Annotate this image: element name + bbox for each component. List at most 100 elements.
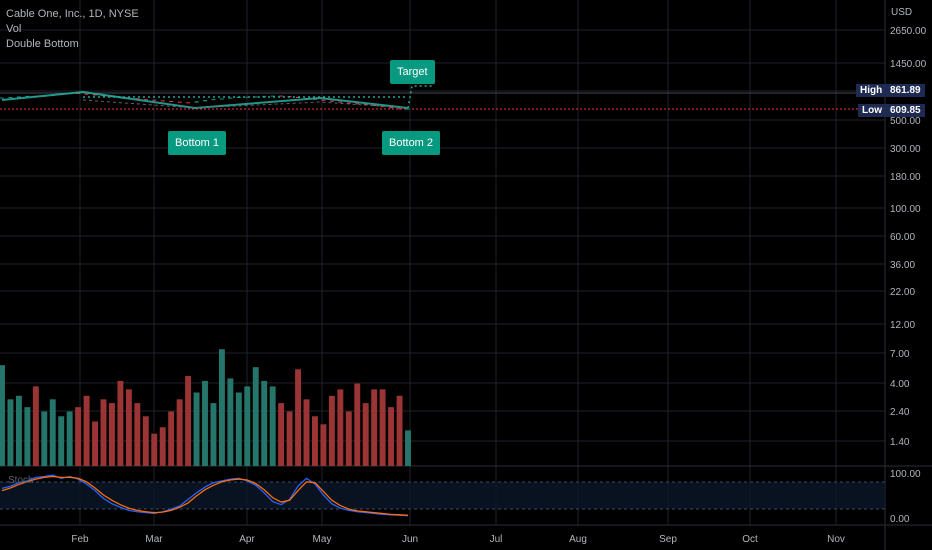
time-axis-label: Sep <box>659 534 677 545</box>
stoch-label[interactable]: Stoch <box>8 475 34 486</box>
high-tag: High <box>856 84 887 97</box>
vol-legend[interactable]: Vol <box>6 23 22 35</box>
stoch-axis-label: 100.00 <box>890 469 921 480</box>
volume-bar <box>379 389 386 466</box>
price-candle <box>76 92 81 94</box>
price-axis-label: 2.40 <box>890 407 910 418</box>
pattern-legend[interactable]: Double Bottom <box>6 38 79 50</box>
price-candle <box>84 93 89 95</box>
price-candle <box>372 104 377 107</box>
volume-bar <box>108 403 115 466</box>
volume-bar <box>185 375 192 466</box>
volume-bar <box>311 416 318 466</box>
price-candle <box>143 99 148 101</box>
bottom-2-label[interactable]: Bottom 2 <box>382 131 441 155</box>
price-candle <box>253 96 258 98</box>
price-candle <box>16 96 21 98</box>
volume-bar <box>261 380 268 466</box>
volume-bar <box>159 427 166 466</box>
volume-bar <box>278 403 285 466</box>
price-candle <box>169 100 174 102</box>
time-axis-label: Apr <box>239 534 255 545</box>
pattern-guide <box>82 99 409 109</box>
price-axis-label: 180.00 <box>890 172 921 183</box>
price-candle <box>93 94 98 96</box>
stoch-line-d <box>1 475 409 516</box>
time-axis-label: Nov <box>827 534 845 545</box>
price-axis-label: 60.00 <box>890 232 915 243</box>
volume-bar <box>269 386 276 466</box>
time-axis-label: Mar <box>145 534 163 545</box>
price-candle <box>152 99 157 101</box>
price-candle <box>228 97 233 99</box>
volume-bar <box>193 392 200 466</box>
volume-bar <box>227 378 234 466</box>
volume-bar <box>125 389 132 466</box>
price-candle <box>245 96 250 98</box>
target-label[interactable]: Target <box>390 60 435 84</box>
volume-bar <box>371 389 378 466</box>
price-candle <box>279 95 284 97</box>
high-value: 861.89 <box>886 84 925 97</box>
price-axis-label: 2650.00 <box>890 26 927 37</box>
volume-bar <box>0 365 5 466</box>
currency-label: USD <box>891 7 913 18</box>
price-axis-label: 300.00 <box>890 144 921 155</box>
price-candle <box>270 95 275 97</box>
volume-bar <box>295 369 302 466</box>
volume-bar <box>362 403 369 466</box>
price-axis-label: 4.00 <box>890 379 910 390</box>
price-candle <box>194 101 199 103</box>
price-axis-label: 22.00 <box>890 287 915 298</box>
stoch-band <box>0 482 885 509</box>
volume-bar <box>244 386 251 466</box>
volume-bar <box>117 380 124 466</box>
price-candle <box>346 102 351 104</box>
symbol-title: Cable One, Inc., 1D, NYSE <box>6 8 139 20</box>
volume-bar <box>337 389 344 466</box>
volume-bar <box>286 411 293 466</box>
price-candle <box>186 102 191 104</box>
volume-bar <box>388 407 395 466</box>
volume-bar <box>202 380 208 466</box>
time-axis-label: May <box>313 534 332 545</box>
price-candle <box>8 97 13 99</box>
price-candle <box>321 99 326 101</box>
volume-bar <box>83 395 90 466</box>
volume-bar <box>354 383 361 466</box>
volume-bar <box>235 392 242 466</box>
price-candle <box>406 108 410 110</box>
stoch-line-k <box>1 474 409 517</box>
price-candle <box>329 100 334 102</box>
pattern-line <box>1 90 409 110</box>
volume-bar <box>75 407 82 466</box>
price-axis-label: 1450.00 <box>890 59 927 70</box>
volume-bar <box>134 403 141 466</box>
volume-bar <box>303 399 310 466</box>
bottom-1-label[interactable]: Bottom 1 <box>168 131 227 155</box>
volume-bar <box>168 411 175 466</box>
price-candle <box>363 103 368 105</box>
price-axis-label: 12.00 <box>890 320 915 331</box>
price-candle <box>211 99 216 101</box>
price-candle <box>135 98 140 100</box>
volume-bar <box>58 416 65 466</box>
volume-bar <box>252 367 259 466</box>
volume-bar <box>176 399 183 466</box>
price-candle <box>25 95 30 97</box>
time-axis-label: Oct <box>742 534 758 545</box>
volume-bar <box>41 411 48 466</box>
volume-bar <box>32 386 39 466</box>
price-candle <box>0 97 4 99</box>
price-candle <box>219 98 224 100</box>
volume-bar <box>328 395 335 466</box>
volume-bar <box>151 433 158 466</box>
price-axis-label: 7.00 <box>890 349 910 360</box>
price-candle <box>338 101 343 103</box>
price-candle <box>177 101 182 103</box>
stoch-axis-label: 0.00 <box>890 514 910 525</box>
volume-bar <box>320 424 327 466</box>
price-candle <box>389 107 394 109</box>
